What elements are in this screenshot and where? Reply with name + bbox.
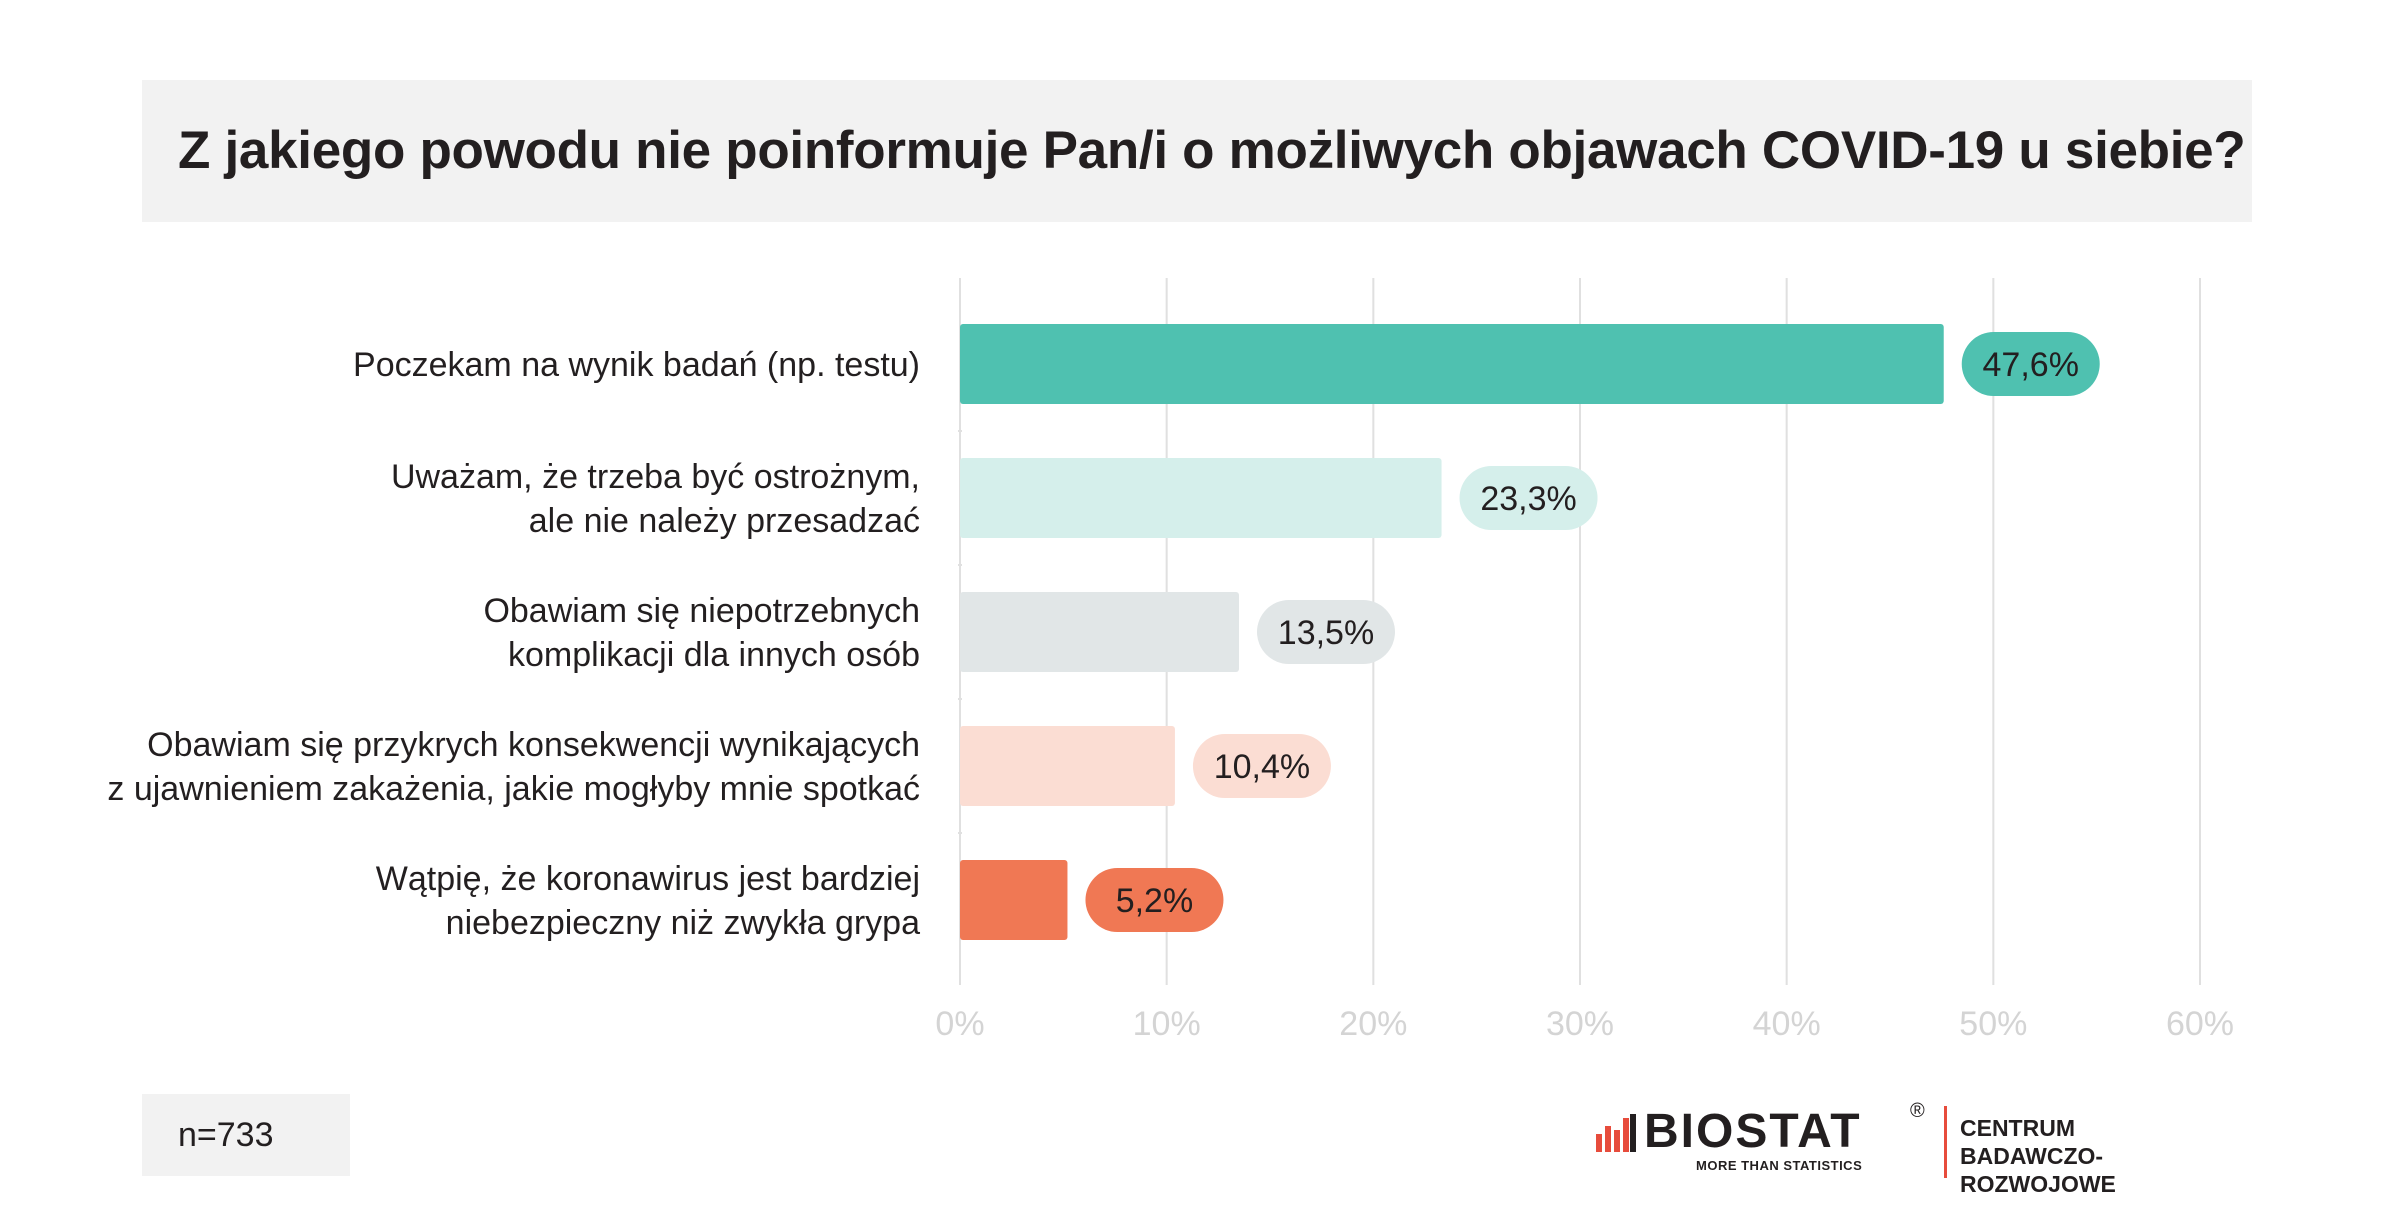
value-label: 5,2% bbox=[1116, 882, 1194, 920]
logo-registered-mark: ® bbox=[1910, 1100, 1925, 1122]
title-banner: Z jakiego powodu nie poinformuje Pan/i o… bbox=[142, 80, 2252, 222]
value-label: 23,3% bbox=[1480, 480, 1576, 518]
category-label: Obawiam się niepotrzebnych bbox=[483, 592, 920, 630]
logo-wordmark: BIOSTAT bbox=[1644, 1105, 1862, 1158]
category-label: Poczekam na wynik badań (np. testu) bbox=[353, 346, 920, 384]
logo-division: CENTRUM BADAWCZO-ROZWOJOWE bbox=[1960, 1114, 2256, 1198]
category-label: Wątpię, że koronawirus jest bardziej bbox=[376, 860, 920, 898]
x-tick-label: 0% bbox=[935, 1005, 984, 1043]
category-label: z ujawnieniem zakażenia, jakie mogłyby m… bbox=[107, 770, 920, 808]
bar bbox=[960, 458, 1442, 538]
logo-divider bbox=[1944, 1106, 1947, 1178]
bar bbox=[960, 860, 1068, 940]
logo-tagline: MORE THAN STATISTICS bbox=[1696, 1158, 1863, 1173]
x-tick-label: 20% bbox=[1339, 1005, 1407, 1043]
logo-bars-icon bbox=[1596, 1114, 1636, 1152]
category-label: komplikacji dla innych osób bbox=[508, 636, 920, 674]
value-label: 47,6% bbox=[1983, 346, 2079, 384]
category-label: niebezpieczny niż zwykła grypa bbox=[446, 904, 920, 942]
biostat-logo: BIOSTAT ® MORE THAN STATISTICS CENTRUM B… bbox=[1596, 1100, 2256, 1197]
sample-size-note: n=733 bbox=[178, 1116, 274, 1154]
category-label: ale nie należy przesadzać bbox=[529, 502, 920, 540]
value-pill bbox=[1192, 734, 1331, 798]
bar bbox=[960, 592, 1239, 672]
x-tick-label: 10% bbox=[1133, 1005, 1201, 1043]
value-pill bbox=[1961, 332, 2100, 396]
value-pill bbox=[1085, 868, 1224, 932]
x-tick-label: 30% bbox=[1546, 1005, 1614, 1043]
logo-division-line-2: BADAWCZO-ROZWOJOWE bbox=[1960, 1143, 2116, 1197]
value-pill bbox=[1257, 600, 1395, 664]
x-tick-label: 50% bbox=[1959, 1005, 2027, 1043]
category-label: Uważam, że trzeba być ostrożnym, bbox=[391, 458, 920, 496]
value-label: 10,4% bbox=[1214, 748, 1310, 786]
category-label: Obawiam się przykrych konsekwencji wynik… bbox=[147, 726, 920, 764]
value-pill bbox=[1459, 466, 1598, 530]
x-tick-label: 60% bbox=[2166, 1005, 2234, 1043]
sample-size-box: n=733 bbox=[142, 1094, 350, 1176]
bar bbox=[960, 324, 1944, 404]
chart-title: Z jakiego powodu nie poinformuje Pan/i o… bbox=[178, 121, 2246, 180]
value-label: 13,5% bbox=[1278, 614, 1374, 652]
bar bbox=[960, 726, 1175, 806]
x-tick-label: 40% bbox=[1753, 1005, 1821, 1043]
logo-division-line-1: CENTRUM bbox=[1960, 1115, 2075, 1141]
